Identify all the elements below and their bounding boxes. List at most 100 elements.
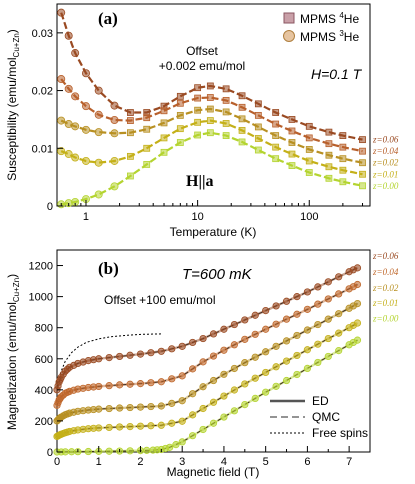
panel-b-point bbox=[136, 350, 145, 358]
panel-a-point-he4 bbox=[143, 144, 151, 152]
panel-a-legend-entry: MPMS 4He bbox=[300, 11, 359, 26]
panel-b-xtick-label: 5 bbox=[263, 456, 269, 468]
panel-b-point bbox=[189, 432, 197, 440]
panel-a-point-he3 bbox=[110, 182, 119, 191]
panel-b-ytick-label: 1000 bbox=[29, 292, 53, 304]
panel-b-legend-label: ED bbox=[312, 394, 329, 408]
panel-b-point bbox=[189, 411, 197, 419]
panel-a-point-he4 bbox=[206, 129, 214, 137]
panel-a-point-he3 bbox=[57, 75, 66, 84]
panel-b-point bbox=[272, 363, 280, 371]
panel-b-point bbox=[157, 347, 165, 355]
panel-b-point bbox=[324, 278, 332, 286]
legend-circle-marker-icon bbox=[283, 30, 295, 42]
panel-b-point bbox=[335, 273, 343, 281]
panel-b-point bbox=[105, 423, 113, 432]
panel-a-point-he3 bbox=[81, 69, 90, 78]
panel-b-series-label: z=0.04 bbox=[372, 267, 399, 277]
panel-a-series-line bbox=[60, 119, 363, 176]
panel-a-point-he4 bbox=[206, 117, 214, 124]
panel-a-point-he4 bbox=[127, 152, 134, 160]
panel-a-point-he4 bbox=[288, 162, 296, 170]
panel-a-point-he4 bbox=[288, 139, 296, 146]
panel-b-point bbox=[105, 354, 113, 362]
panel-a-offset-line1: Offset bbox=[186, 44, 218, 58]
panel-b-xtick-label: 0 bbox=[54, 456, 60, 468]
panel-b-point bbox=[230, 407, 238, 415]
panel-a-point-he4 bbox=[222, 120, 230, 127]
panel-b-point bbox=[126, 422, 134, 431]
panel-a-point-he3 bbox=[57, 116, 66, 125]
panel-a-point-he4 bbox=[254, 111, 262, 119]
panel-b-point bbox=[251, 353, 259, 361]
panel-a-point-he4 bbox=[272, 120, 280, 128]
panel-b-point bbox=[303, 326, 311, 334]
panel-a-point-he4 bbox=[222, 108, 230, 116]
panel-a-point-he4 bbox=[160, 134, 168, 142]
panel-a-point-he4 bbox=[305, 169, 313, 176]
panel-b-point bbox=[209, 419, 218, 427]
panel-b-point bbox=[230, 320, 238, 329]
panel-a-point-he4 bbox=[206, 82, 214, 90]
panel-b-point bbox=[303, 364, 311, 373]
panel-b-free-spins-curve bbox=[56, 333, 162, 390]
panel-a-point-he4 bbox=[339, 143, 347, 151]
panel-b-xtick-label: 4 bbox=[221, 456, 227, 468]
panel-a-point-he3 bbox=[71, 153, 80, 162]
panel-a-point-he4 bbox=[143, 125, 151, 133]
panel-b-point bbox=[178, 438, 186, 446]
panel-a-ylabel-sub: Cu+Zn bbox=[12, 33, 21, 57]
panel-b-point bbox=[282, 357, 291, 365]
panel-b-series-label: z=0.06 bbox=[372, 251, 399, 261]
panel-a-ylabel-main: Susceptibility (emu/mol bbox=[5, 57, 19, 180]
panel-a-point-he4 bbox=[272, 143, 280, 151]
panel-b-frame bbox=[56, 249, 371, 453]
panel-b-point bbox=[335, 310, 343, 318]
panel-b-point bbox=[353, 280, 362, 289]
panel-b-point bbox=[220, 370, 228, 378]
panel-b-temperature-annotation: T=600 mK bbox=[182, 266, 253, 283]
panel-b-point bbox=[209, 398, 218, 406]
panel-b-legend-label: Free spins bbox=[312, 426, 368, 440]
panel-b-point bbox=[105, 447, 113, 455]
panel-b-point bbox=[95, 405, 103, 413]
panel-b-series-label: z=0.01 bbox=[372, 298, 398, 308]
panel-a-xtick-label: 100 bbox=[300, 211, 318, 223]
panel-a-ytick-label: 0.02 bbox=[32, 86, 53, 98]
panel-a-point-he4 bbox=[194, 118, 202, 126]
panel-b-point bbox=[126, 380, 134, 388]
panel-b-point bbox=[353, 300, 362, 308]
panel-b-point bbox=[116, 381, 124, 389]
panel-a-point-he3 bbox=[94, 86, 103, 95]
panel-b-series-label: z=0.00 bbox=[372, 313, 399, 323]
panel-a-point-he4 bbox=[254, 146, 262, 154]
panel-a-point-he4 bbox=[176, 111, 184, 119]
panel-b-point bbox=[262, 325, 270, 333]
panel-a-offset-line2: +0.002 emu/mol bbox=[159, 59, 245, 73]
panel-b-offset-annotation: Offset +100 emu/mol bbox=[104, 293, 216, 307]
panel-b-xtick-label: 6 bbox=[304, 456, 310, 468]
panel-b-point bbox=[105, 404, 113, 413]
panel-b-series-label: z=0.02 bbox=[372, 283, 399, 293]
panel-b-legend-label: QMC bbox=[312, 410, 340, 424]
panel-b-point bbox=[178, 342, 186, 350]
panel-a-point-he3 bbox=[81, 125, 90, 134]
panel-b-point bbox=[189, 390, 197, 398]
panel-a-point-he3 bbox=[94, 110, 103, 119]
panel-b-ytick-label: 600 bbox=[35, 354, 53, 366]
panel-a-point-he3 bbox=[71, 92, 80, 101]
panel-b-point bbox=[262, 388, 270, 396]
panel-b-xlabel: Magnetic field (T) bbox=[167, 465, 260, 479]
panel-a-point-he3 bbox=[81, 102, 90, 111]
panel-b-point bbox=[324, 352, 332, 361]
panel-b-point bbox=[220, 325, 228, 333]
panel-b-point bbox=[199, 334, 207, 343]
panel-b-point bbox=[147, 422, 155, 430]
panel-b-point bbox=[293, 331, 301, 340]
panel-a-legend-sup: 3 bbox=[339, 29, 344, 38]
panel-a-point-he4 bbox=[254, 123, 262, 131]
panel-a-point-he3 bbox=[94, 128, 103, 137]
panel-b-point bbox=[324, 334, 332, 343]
panel-a-series-line bbox=[61, 131, 363, 206]
